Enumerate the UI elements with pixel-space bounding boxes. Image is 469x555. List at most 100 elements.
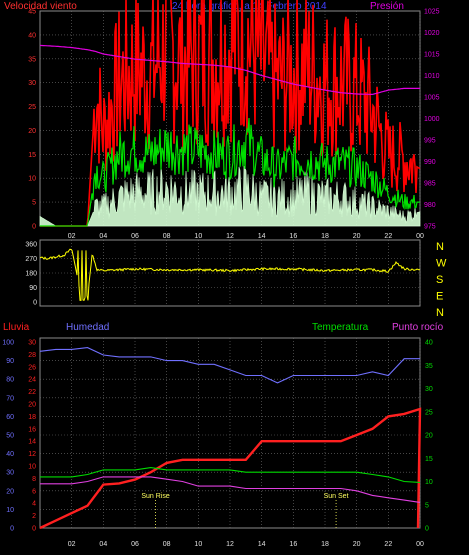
wind-speed-tick: 40 — [28, 32, 36, 39]
series-wind-gust — [40, 0, 421, 227]
temperature-tick: 15 — [425, 456, 433, 463]
x-tick-label: 16 — [289, 541, 297, 548]
pressure-tick: 1010 — [424, 73, 440, 80]
series-temperature — [40, 467, 421, 483]
x-tick-label: 00 — [416, 541, 424, 548]
rain-tick: 14 — [28, 439, 36, 446]
humidity-tick: 80 — [6, 377, 14, 384]
humidity-tick: 10 — [6, 507, 14, 514]
sun-rise-label: Sun Rise — [141, 493, 170, 500]
wind-speed-tick: 20 — [28, 128, 36, 135]
pressure-tick: 1000 — [424, 116, 440, 123]
rain-tick: 4 — [32, 501, 36, 508]
x-tick-label: 22 — [384, 233, 392, 240]
x-tick-label: 12 — [226, 541, 234, 548]
wind-speed-tick: 15 — [28, 152, 36, 159]
direction-tick: 90 — [29, 285, 37, 292]
humidity-tick: 50 — [6, 433, 14, 440]
x-tick-label: 20 — [353, 541, 361, 548]
compass-letter: E — [436, 291, 443, 303]
temperature-tick: 0 — [425, 526, 429, 533]
direction-tick: 360 — [25, 242, 37, 249]
series-dew-point — [40, 476, 421, 503]
wind-speed-tick: 0 — [32, 224, 36, 231]
rain-tick: 2 — [32, 513, 36, 520]
x-tick-label: 08 — [163, 233, 171, 240]
x-tick-label: 08 — [163, 541, 171, 548]
x-tick-label: 10 — [194, 541, 202, 548]
temperature-tick: 5 — [425, 502, 429, 509]
wind-speed-tick: 25 — [28, 104, 36, 111]
pressure-tick: 975 — [424, 224, 436, 231]
rain-tick: 6 — [32, 488, 36, 495]
series-rain — [39, 407, 422, 530]
dew-point-title: Punto rocío — [392, 322, 444, 333]
pressure-tick: 1015 — [424, 52, 440, 59]
rain-tick: 18 — [28, 414, 36, 421]
rain-tick: 16 — [28, 426, 36, 433]
x-tick-label: 18 — [321, 541, 329, 548]
x-tick-label: 06 — [131, 233, 139, 240]
temperature-tick: 40 — [425, 340, 433, 347]
pressure-tick: 995 — [424, 138, 436, 145]
compass-letter: N — [436, 307, 444, 319]
humidity-tick: 40 — [6, 451, 14, 458]
series-wind-direction — [39, 248, 421, 302]
humidity-title: Humedad — [66, 322, 109, 333]
humidity-tick: 70 — [6, 395, 14, 402]
humidity-tick: 0 — [10, 526, 14, 533]
wind-speed-tick: 45 — [28, 9, 36, 16]
wind-speed-tick: 10 — [28, 176, 36, 183]
pressure-tick: 980 — [424, 202, 436, 209]
rain-title: Lluvia — [3, 322, 30, 333]
rain-tick: 22 — [28, 389, 36, 396]
humidity-tick: 90 — [6, 358, 14, 365]
chart-title: 24 hora gráfico, a 14 Febrero 2014 — [172, 1, 327, 12]
x-tick-label: 04 — [99, 541, 107, 548]
temperature-tick: 25 — [425, 409, 433, 416]
wind-speed-tick: 5 — [32, 200, 36, 207]
x-tick-label: 16 — [289, 233, 297, 240]
pressure-tick: 1025 — [424, 9, 440, 16]
temperature-title: Temperatura — [312, 322, 369, 333]
x-tick-label: 10 — [194, 233, 202, 240]
rain-tick: 8 — [32, 476, 36, 483]
series-wind-low — [39, 165, 421, 227]
x-tick-label: 14 — [258, 233, 266, 240]
humidity-tick: 60 — [6, 414, 14, 421]
humidity-tick: 20 — [6, 488, 14, 495]
humidity-tick: 100 — [2, 340, 14, 347]
temperature-tick: 10 — [425, 479, 433, 486]
rain-tick: 26 — [28, 364, 36, 371]
temperature-tick: 20 — [425, 433, 433, 440]
panel-wind-pressure: Velocidad viento 24 hora gráfico, a 14 F… — [4, 0, 440, 240]
x-tick-label: 12 — [226, 233, 234, 240]
compass-letter: W — [436, 258, 447, 270]
temperature-tick: 30 — [425, 386, 433, 393]
pressure-tick: 1005 — [424, 95, 440, 102]
x-tick-label: 02 — [68, 233, 76, 240]
x-tick-label: 22 — [384, 541, 392, 548]
series-humidity — [39, 347, 420, 384]
wind-speed-tick: 35 — [28, 56, 36, 63]
series-wind-avg — [40, 117, 420, 227]
x-tick-label: 02 — [68, 541, 76, 548]
rain-tick: 24 — [28, 377, 36, 384]
pressure-tick: 990 — [424, 159, 436, 166]
humidity-tick: 30 — [6, 470, 14, 477]
rain-tick: 20 — [28, 402, 36, 409]
rain-tick: 12 — [28, 451, 36, 458]
pressure-tick: 985 — [424, 181, 436, 188]
compass-letter: N — [436, 241, 444, 253]
sun-set-label: Sun Set — [324, 493, 349, 500]
panel-rain-humidity-temp: Lluvia Humedad Temperatura Punto rocío 1… — [2, 322, 443, 548]
x-tick-label: 14 — [258, 541, 266, 548]
direction-tick: 180 — [25, 271, 37, 278]
direction-tick: 0 — [33, 300, 37, 307]
direction-tick: 270 — [25, 256, 37, 263]
temperature-tick: 35 — [425, 363, 433, 370]
wind-speed-tick: 30 — [28, 80, 36, 87]
